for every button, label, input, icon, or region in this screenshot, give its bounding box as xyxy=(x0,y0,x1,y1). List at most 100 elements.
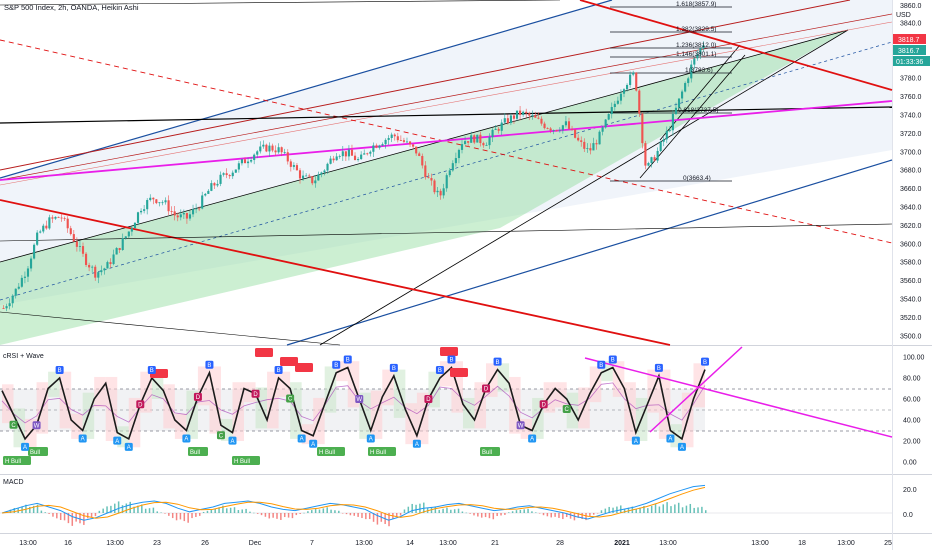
svg-text:D: D xyxy=(138,402,143,408)
candle-body xyxy=(63,218,66,220)
svg-text:B: B xyxy=(346,358,350,364)
fib-label: 1.146(3801.1) xyxy=(676,51,716,58)
svg-text:A: A xyxy=(184,437,188,443)
countdown-label: 01:33:36 xyxy=(896,59,923,66)
candle-body xyxy=(629,74,632,85)
candle-body xyxy=(100,270,103,273)
macd-bar xyxy=(496,513,498,517)
macd-bar xyxy=(98,510,101,513)
candle-body xyxy=(592,143,595,151)
macd-bar xyxy=(612,507,614,513)
svg-text:A: A xyxy=(369,437,373,443)
rsi-cloud xyxy=(117,426,129,448)
macd-bar xyxy=(457,508,460,513)
macd-bar xyxy=(705,510,707,513)
macd-bar xyxy=(357,513,359,517)
black-lower-line xyxy=(0,311,341,346)
magenta-trendline xyxy=(0,100,893,181)
candle-body xyxy=(289,161,292,167)
candle-body xyxy=(14,288,17,296)
symbol-header: S&P 500 Index, 2h, OANDA, Heikin Ashi xyxy=(4,3,139,12)
macd-bar xyxy=(670,506,672,513)
macd-bar xyxy=(71,513,74,526)
candle-body xyxy=(48,217,51,229)
candle-body xyxy=(534,115,537,118)
candle-body xyxy=(558,130,561,132)
svg-text:C: C xyxy=(288,397,293,403)
fib-label: 0.618(3737.5) xyxy=(678,107,718,114)
svg-text:A: A xyxy=(230,439,234,445)
price-badges: 3818.7 3816.7 01:33:36 xyxy=(893,34,930,66)
candle-body xyxy=(387,138,390,140)
macd-bar xyxy=(488,513,491,519)
svg-text:H Bull: H Bull xyxy=(319,450,335,456)
candle-body xyxy=(668,130,671,132)
candle-body xyxy=(253,154,256,161)
macd-bar xyxy=(504,513,506,515)
candle-body xyxy=(66,218,69,229)
candle-body xyxy=(191,209,195,215)
heikin-ashi-candles[interactable] xyxy=(2,41,705,312)
macd-bar xyxy=(129,501,131,513)
macd-bar xyxy=(511,511,514,513)
macd-bar xyxy=(195,513,197,517)
svg-text:C: C xyxy=(11,423,16,429)
macd-bar xyxy=(403,509,406,513)
bull-badge: H Bull xyxy=(3,456,31,465)
candle-body xyxy=(552,130,555,131)
time-axis[interactable]: 13:00 16 13:00 23 26 Dec 7 13:00 14 13:00 21 28 2021… xyxy=(19,540,892,547)
candle-body xyxy=(357,159,360,161)
macd-bar xyxy=(218,507,220,513)
svg-text:Bull: Bull xyxy=(30,450,40,456)
candle-body xyxy=(390,134,393,139)
rsi-axis[interactable]: 100.00 80.00 60.00 40.00 20.00 0.00 xyxy=(903,355,925,467)
macd-panel[interactable] xyxy=(0,484,892,527)
macd-bar xyxy=(237,510,240,513)
time-tick: 26 xyxy=(201,540,209,547)
wedge-upper xyxy=(0,29,849,263)
candle-body xyxy=(369,151,372,154)
bear-badge xyxy=(440,347,458,356)
svg-text:A: A xyxy=(415,442,419,448)
candle-body xyxy=(353,155,357,161)
macd-bar xyxy=(303,512,305,514)
rsi-badge: C xyxy=(216,431,225,439)
svg-text:B: B xyxy=(657,366,661,372)
time-tick: 13:00 xyxy=(439,540,457,547)
svg-text:B: B xyxy=(703,360,707,366)
candle-body xyxy=(463,141,467,145)
candle-body xyxy=(298,170,302,179)
rsi-badge: D xyxy=(136,400,145,408)
macd-bar xyxy=(40,510,43,513)
svg-text:H Bull: H Bull xyxy=(234,459,250,465)
brown-line-3 xyxy=(0,21,893,186)
time-tick: 7 xyxy=(310,540,314,547)
candle-body xyxy=(188,214,192,219)
candle-body xyxy=(195,208,198,210)
time-tick: 14 xyxy=(406,540,414,547)
candle-body xyxy=(702,45,705,49)
candle-body xyxy=(167,200,170,212)
svg-text:B: B xyxy=(334,363,338,369)
candle-body xyxy=(393,134,396,137)
time-tick: 18 xyxy=(798,540,806,547)
candle-body xyxy=(473,135,476,143)
macd-bar xyxy=(620,505,622,513)
rsi-badge: B xyxy=(654,363,663,372)
bull-badge: H Bull xyxy=(368,447,396,456)
macd-bar xyxy=(156,511,159,513)
macd-bar xyxy=(689,503,692,513)
candle-body xyxy=(146,200,149,210)
candle-body xyxy=(470,135,473,143)
rsi-badge: A xyxy=(666,434,675,443)
black-top-line xyxy=(0,0,561,6)
brown-line-2 xyxy=(0,13,893,181)
rsi-magenta-up xyxy=(649,346,743,433)
macd-bar xyxy=(658,506,661,513)
price-axis[interactable]: 3840.03820.03800.03780.03760.03740.03720… xyxy=(900,21,922,341)
candle-body xyxy=(246,161,250,164)
macd-bar xyxy=(473,513,475,516)
rsi-badge: W xyxy=(355,395,364,403)
